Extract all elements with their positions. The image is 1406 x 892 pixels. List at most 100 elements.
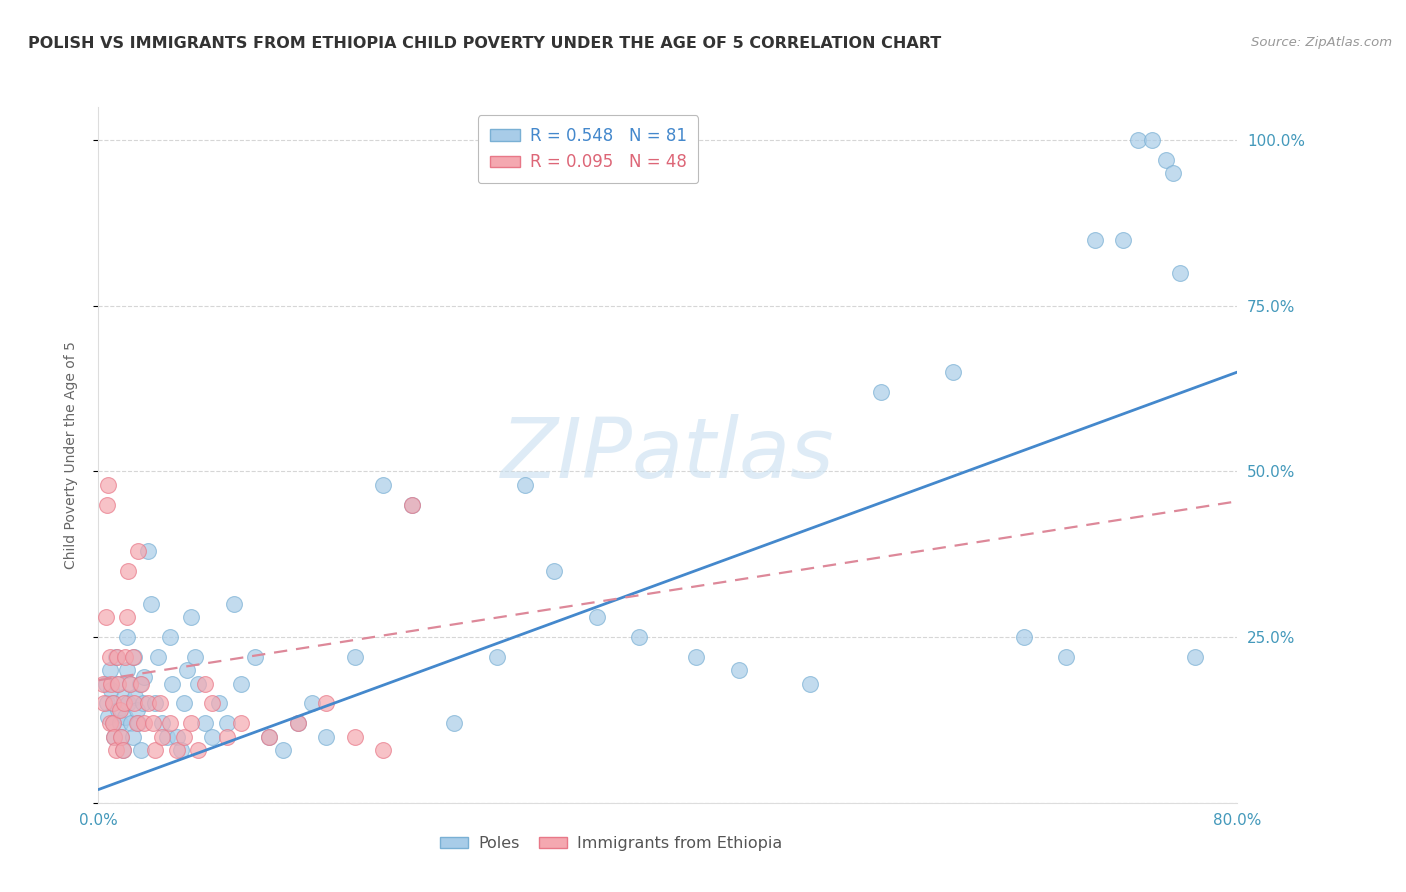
Point [1084,233,1107,247]
Point [98,650,121,665]
Point [315,697,337,711]
Point [287,716,309,731]
Point [105,676,128,690]
Point [100,676,122,690]
Point [121,730,143,744]
Point [1056,650,1078,665]
Point [117,697,139,711]
Point [110,730,132,744]
Point [1184,650,1206,665]
Point [373,743,395,757]
Point [166,730,188,744]
Point [118,676,141,690]
Point [136,697,159,711]
Y-axis label: Child Poverty Under the Age of 5: Child Poverty Under the Age of 5 [63,341,77,569]
Point [159,716,181,731]
Point [273,743,295,757]
Point [108,716,131,731]
Point [132,670,155,684]
Point [1126,133,1149,147]
Point [114,650,136,665]
Point [131,697,153,711]
Point [101,697,124,711]
Point [110,730,132,744]
Point [486,650,509,665]
Point [942,365,965,379]
Point [187,743,209,757]
Point [180,610,202,624]
Point [96,697,118,711]
Point [97,477,120,491]
Point [127,716,149,731]
Point [141,716,163,731]
Point [101,716,124,731]
Point [259,730,281,744]
Point [111,743,134,757]
Point [1112,233,1135,247]
Point [94,610,117,624]
Point [208,697,231,711]
Point [173,730,195,744]
Point [166,743,188,757]
Point [111,743,134,757]
Point [148,650,170,665]
Point [132,716,155,731]
Point [1161,166,1184,180]
Point [108,703,131,717]
Point [152,730,174,744]
Point [139,597,162,611]
Point [243,650,266,665]
Point [229,676,252,690]
Point [115,630,138,644]
Point [194,716,217,731]
Point [112,697,135,711]
Point [129,676,152,690]
Point [215,730,238,744]
Point [105,650,128,665]
Point [91,676,114,690]
Point [121,650,143,665]
Point [136,544,159,558]
Point [97,709,120,723]
Point [1140,133,1163,147]
Point [96,498,118,512]
Point [103,730,125,744]
Point [1154,153,1177,167]
Point [215,716,238,731]
Point [107,703,129,717]
Point [94,676,117,690]
Point [104,650,127,665]
Point [401,498,423,512]
Point [799,676,821,690]
Point [104,743,127,757]
Point [98,716,121,731]
Point [145,697,167,711]
Point [401,498,423,512]
Point [194,676,217,690]
Point [129,743,152,757]
Point [156,730,179,744]
Text: POLISH VS IMMIGRANTS FROM ETHIOPIA CHILD POVERTY UNDER THE AGE OF 5 CORRELATION : POLISH VS IMMIGRANTS FROM ETHIOPIA CHILD… [28,36,942,51]
Point [201,697,224,711]
Point [515,477,537,491]
Point [145,743,167,757]
Point [543,564,565,578]
Point [201,730,224,744]
Point [259,730,281,744]
Legend: Poles, Immigrants from Ethiopia: Poles, Immigrants from Ethiopia [433,830,789,857]
Point [125,703,148,717]
Point [107,676,129,690]
Point [118,676,141,690]
Point [176,663,198,677]
Point [122,650,145,665]
Point [101,697,124,711]
Point [115,610,138,624]
Point [1012,630,1035,644]
Point [373,477,395,491]
Point [98,663,121,677]
Point [728,663,751,677]
Point [117,564,139,578]
Point [173,697,195,711]
Point [152,716,174,731]
Point [115,663,138,677]
